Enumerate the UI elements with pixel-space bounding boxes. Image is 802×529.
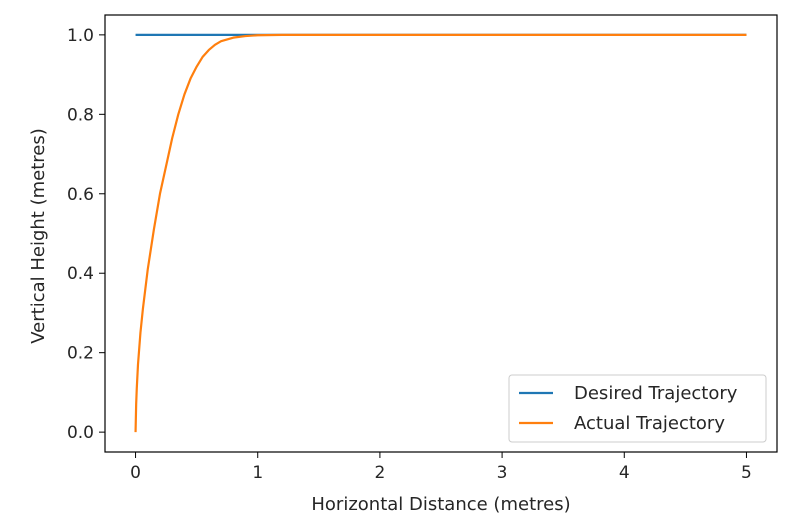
watermark: 烤羚羊的理科教室 [579, 483, 753, 506]
wechat-bubble-icon [579, 483, 606, 506]
legend-label-desired: Desired Trajectory [574, 383, 738, 404]
x-tick-label: 4 [619, 463, 630, 483]
legend-label-actual: Actual Trajectory [574, 413, 725, 434]
x-tick-label: 5 [741, 463, 752, 483]
watermark-text: 烤羚羊的理科教室 [617, 484, 753, 504]
x-tick-label: 3 [497, 463, 508, 483]
y-tick-label: 0.4 [67, 264, 94, 284]
x-tick-label: 2 [374, 463, 385, 483]
y-axis-ticks: 0.0 0.2 0.4 0.6 0.8 1.0 [67, 26, 105, 443]
y-axis-label: Vertical Height (metres) [28, 128, 49, 344]
legend-box [508, 374, 767, 443]
y-tick-label: 0.8 [67, 105, 94, 125]
y-tick-label: 0.2 [67, 344, 94, 364]
plot-frame [104, 14, 778, 453]
plot-lines [134, 33, 747, 433]
x-axis-ticks: 0 1 2 3 4 5 [130, 452, 752, 483]
series-line-actual [134, 33, 747, 433]
x-tick-label: 1 [252, 463, 263, 483]
x-tick-label: 0 [130, 463, 141, 483]
y-tick-label: 0.6 [67, 185, 94, 205]
legend: Desired Trajectory Actual Trajectory [508, 374, 767, 443]
y-tick-label: 0.0 [67, 423, 94, 443]
x-axis-label: Horizontal Distance (metres) [311, 494, 570, 515]
y-tick-label: 1.0 [67, 26, 94, 46]
